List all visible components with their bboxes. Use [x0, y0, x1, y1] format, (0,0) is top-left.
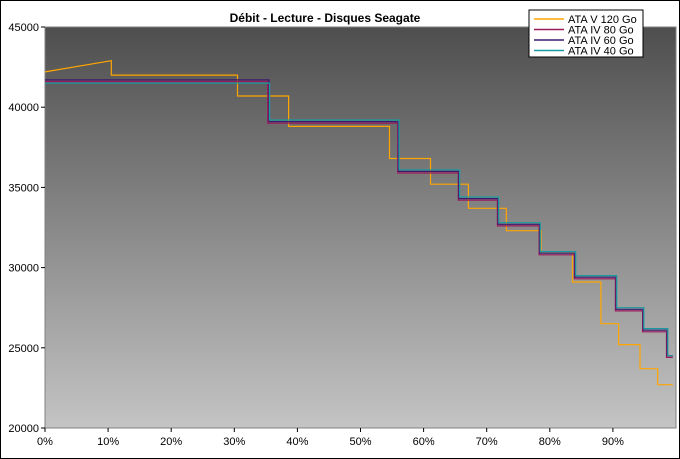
- legend-label: ATA IV 80 Go: [568, 25, 634, 37]
- x-tick-label: 0%: [37, 436, 53, 448]
- series-group: [44, 59, 673, 386]
- legend-label: ATA IV 60 Go: [568, 35, 634, 47]
- y-tick-label: 35000: [8, 182, 39, 194]
- x-tick-label: 60%: [413, 436, 435, 448]
- x-tick-label: 20%: [160, 436, 182, 448]
- y-tick-label: 40000: [8, 102, 39, 114]
- x-tick-label: 70%: [476, 436, 498, 448]
- legend-label: ATA V 120 Go: [568, 14, 637, 26]
- plot-area: [44, 26, 677, 429]
- y-tick-label: 45000: [8, 22, 39, 34]
- series-line-4: [45, 82, 673, 357]
- legend-box: [528, 9, 644, 58]
- y-tick-label: 30000: [8, 263, 39, 275]
- axes: 20000 25000 30000 35000 40000 45000 0% 10% 20% 30…: [8, 22, 624, 448]
- series-line-1: [44, 59, 673, 386]
- x-tick-label: 50%: [349, 436, 371, 448]
- chart-title: Débit - Lecture - Disques Seagate: [230, 11, 421, 25]
- x-tick-label: 40%: [286, 436, 308, 448]
- series-line-2: [45, 80, 673, 358]
- legend-label: ATA IV 40 Go: [568, 46, 634, 58]
- x-tick-label: 30%: [223, 436, 245, 448]
- x-tick-label: 90%: [602, 436, 624, 448]
- x-tick-label: 80%: [539, 436, 561, 448]
- y-tick-label: 25000: [8, 343, 39, 355]
- x-tick-label: 10%: [97, 436, 119, 448]
- y-tick-label: 20000: [8, 423, 39, 435]
